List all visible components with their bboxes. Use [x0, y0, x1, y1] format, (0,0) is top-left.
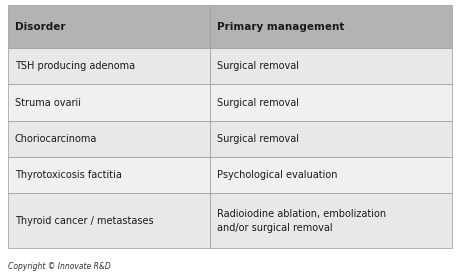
Bar	[210, 157, 451, 193]
Text: Radioiodine ablation, embolization
and/or surgical removal: Radioiodine ablation, embolization and/o…	[217, 209, 385, 233]
Text: Primary management: Primary management	[217, 22, 344, 32]
Text: Psychological evaluation: Psychological evaluation	[217, 170, 337, 180]
Bar	[210, 193, 451, 248]
Bar	[8, 157, 210, 193]
Text: Disorder: Disorder	[15, 22, 65, 32]
Bar	[8, 85, 210, 121]
Text: Copyright © Innovate R&D: Copyright © Innovate R&D	[8, 262, 111, 271]
Text: Struma ovarii: Struma ovarii	[15, 98, 81, 108]
Bar	[8, 5, 210, 48]
Bar	[210, 5, 451, 48]
Text: Thyrotoxicosis factitia: Thyrotoxicosis factitia	[15, 170, 122, 180]
Text: Surgical removal: Surgical removal	[217, 134, 298, 144]
Bar	[210, 121, 451, 157]
Bar	[8, 193, 210, 248]
Bar	[8, 48, 210, 85]
Text: Surgical removal: Surgical removal	[217, 61, 298, 71]
Text: TSH producing adenoma: TSH producing adenoma	[15, 61, 135, 71]
Bar	[8, 121, 210, 157]
Text: Surgical removal: Surgical removal	[217, 98, 298, 108]
Text: Thyroid cancer / metastases: Thyroid cancer / metastases	[15, 216, 153, 226]
Text: Choriocarcinoma: Choriocarcinoma	[15, 134, 97, 144]
Bar	[210, 48, 451, 85]
Bar	[210, 85, 451, 121]
